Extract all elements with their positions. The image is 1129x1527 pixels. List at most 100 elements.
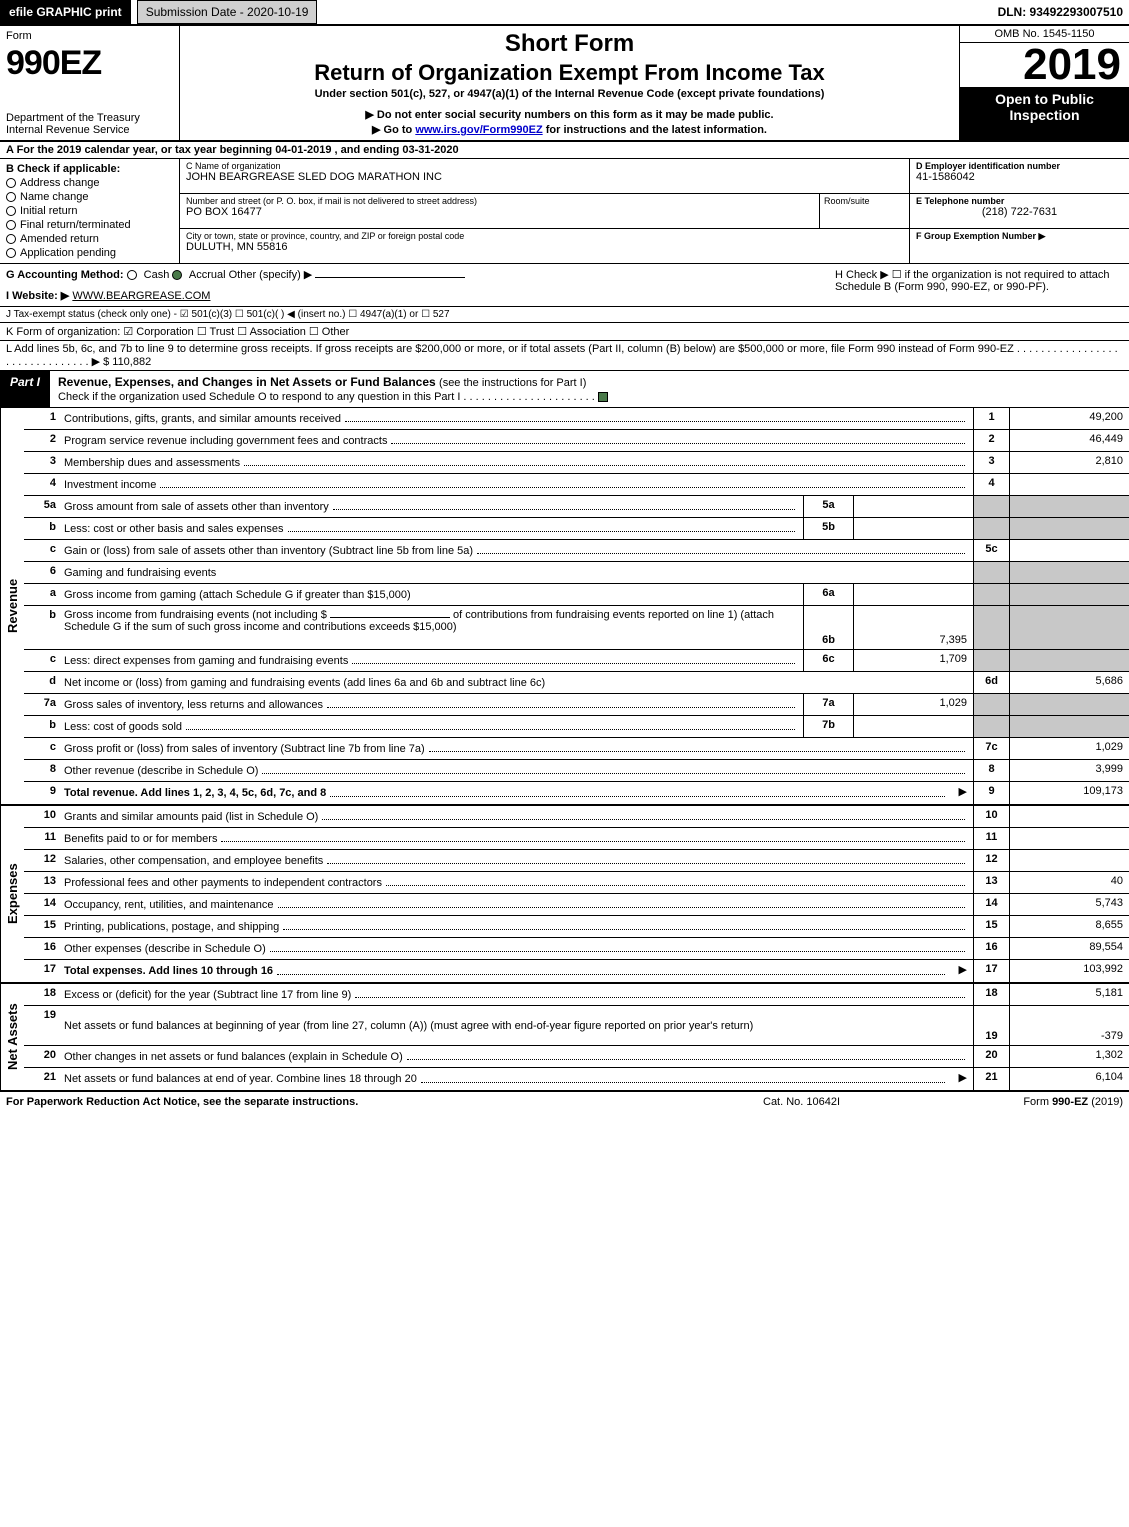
chk-schedule-o[interactable] [598, 392, 608, 402]
line-5a-subval [853, 496, 973, 517]
form-number: 990EZ [6, 44, 173, 83]
efile-print-button[interactable]: efile GRAPHIC print [0, 0, 131, 24]
line-6b-desc: Gross income from fundraising events (no… [60, 606, 803, 649]
chk-accrual[interactable] [172, 270, 182, 280]
row-g-h: G Accounting Method: Cash Accrual Other … [0, 264, 1129, 307]
line-7b-subval [853, 716, 973, 737]
page-footer: For Paperwork Reduction Act Notice, see … [0, 1092, 1129, 1112]
line-8-desc: Other revenue (describe in Schedule O) [60, 760, 973, 781]
line-16-val: 89,554 [1009, 938, 1129, 959]
col-c-org-info: C Name of organization JOHN BEARGREASE S… [180, 159, 909, 263]
part-1-header: Part I Revenue, Expenses, and Changes in… [0, 371, 1129, 408]
chk-final-return[interactable] [6, 220, 16, 230]
line-3-desc: Membership dues and assessments [60, 452, 973, 473]
line-6b-subval: 7,395 [853, 606, 973, 649]
col-b-checkboxes: B Check if applicable: Address change Na… [0, 159, 180, 263]
lbl-accrual: Accrual [189, 269, 226, 281]
dept-treasury: Department of the Treasury [6, 112, 173, 124]
line-6a-subno: 6a [803, 584, 853, 605]
city-value: DULUTH, MN 55816 [186, 241, 903, 253]
footer-cat-no: Cat. No. 10642I [763, 1096, 963, 1108]
line-6c-subno: 6c [803, 650, 853, 671]
irs-link[interactable]: www.irs.gov/Form990EZ [415, 124, 542, 136]
line-17-val: 103,992 [1009, 960, 1129, 982]
line-20-desc: Other changes in net assets or fund bala… [60, 1046, 973, 1067]
col-b-title: B Check if applicable: [6, 163, 120, 175]
chk-name-change[interactable] [6, 192, 16, 202]
chk-initial-return[interactable] [6, 206, 16, 216]
line-5b-subval [853, 518, 973, 539]
revenue-table: Revenue 1Contributions, gifts, grants, a… [0, 408, 1129, 806]
line-15-val: 8,655 [1009, 916, 1129, 937]
line-12-desc: Salaries, other compensation, and employ… [60, 850, 973, 871]
line-1-desc: Contributions, gifts, grants, and simila… [60, 408, 973, 429]
line-12-val [1009, 850, 1129, 871]
chk-cash[interactable] [127, 270, 137, 280]
line-9-val: 109,173 [1009, 782, 1129, 804]
line-10-val [1009, 806, 1129, 827]
line-11-desc: Benefits paid to or for members [60, 828, 973, 849]
line-21-val: 6,104 [1009, 1068, 1129, 1090]
lbl-cash: Cash [144, 269, 170, 281]
lbl-application-pending: Application pending [20, 247, 116, 259]
addr-value: PO BOX 16477 [186, 206, 819, 218]
line-14-val: 5,743 [1009, 894, 1129, 915]
expenses-section-label: Expenses [0, 806, 24, 982]
row-k-form-org: K Form of organization: ☑ Corporation ☐ … [0, 323, 1129, 341]
net-assets-section-label: Net Assets [0, 984, 24, 1090]
line-13-desc: Professional fees and other payments to … [60, 872, 973, 893]
submission-date-label: Submission Date - 2020-10-19 [137, 0, 318, 24]
line-6b-subno: 6b [803, 606, 853, 649]
line-7a-subval: 1,029 [853, 694, 973, 715]
line-6-desc: Gaming and fundraising events [60, 562, 973, 583]
line-6d-val: 5,686 [1009, 672, 1129, 693]
row-h-schedule-b: H Check ▶ ☐ if the organization is not r… [829, 264, 1129, 306]
chk-address-change[interactable] [6, 178, 16, 188]
website-value: WWW.BEARGREASE.COM [72, 290, 210, 302]
line-2-val: 46,449 [1009, 430, 1129, 451]
chk-amended-return[interactable] [6, 234, 16, 244]
line-9-desc: Total revenue. Add lines 1, 2, 3, 4, 5c,… [60, 782, 953, 804]
line-7a-subno: 7a [803, 694, 853, 715]
short-form-title: Short Form [188, 30, 951, 58]
expenses-table: Expenses 10Grants and similar amounts pa… [0, 806, 1129, 984]
phone-value: (218) 722-7631 [916, 206, 1123, 218]
chk-application-pending[interactable] [6, 248, 16, 258]
dept-irs: Internal Revenue Service [6, 124, 173, 136]
dln-label: DLN: 93492293007510 [998, 5, 1129, 19]
line-5a-subno: 5a [803, 496, 853, 517]
part-1-sub: (see the instructions for Part I) [439, 377, 586, 389]
line-19-val: -379 [1009, 1006, 1129, 1045]
form-header: Form 990EZ Department of the Treasury In… [0, 26, 1129, 142]
instr-suffix: for instructions and the latest informat… [543, 124, 767, 136]
city-label: City or town, state or province, country… [186, 231, 903, 241]
net-assets-table: Net Assets 18Excess or (deficit) for the… [0, 984, 1129, 1092]
open-public-inspection: Open to Public Inspection [960, 87, 1129, 140]
line-7b-subno: 7b [803, 716, 853, 737]
org-name: JOHN BEARGREASE SLED DOG MARATHON INC [186, 171, 903, 183]
line-21-desc: Net assets or fund balances at end of ye… [60, 1068, 953, 1090]
line-14-desc: Occupancy, rent, utilities, and maintena… [60, 894, 973, 915]
top-bar: efile GRAPHIC print Submission Date - 20… [0, 0, 1129, 26]
line-15-desc: Printing, publications, postage, and shi… [60, 916, 973, 937]
phone-label: E Telephone number [916, 196, 1123, 206]
org-name-label: C Name of organization [186, 161, 903, 171]
line-19-desc: Net assets or fund balances at beginning… [60, 1006, 973, 1045]
lbl-final-return: Final return/terminated [20, 219, 131, 231]
row-l-text: L Add lines 5b, 6c, and 7b to line 9 to … [6, 343, 1118, 368]
line-3-val: 2,810 [1009, 452, 1129, 473]
line-6a-desc: Gross income from gaming (attach Schedul… [60, 584, 803, 605]
other-specify-input[interactable] [315, 277, 465, 278]
part-1-check-text: Check if the organization used Schedule … [58, 391, 608, 403]
line-20-val: 1,302 [1009, 1046, 1129, 1067]
row-l-gross-receipts: L Add lines 5b, 6c, and 7b to line 9 to … [0, 341, 1129, 371]
line-10-desc: Grants and similar amounts paid (list in… [60, 806, 973, 827]
under-section: Under section 501(c), 527, or 4947(a)(1)… [188, 88, 951, 100]
line-7c-val: 1,029 [1009, 738, 1129, 759]
line-16-desc: Other expenses (describe in Schedule O) [60, 938, 973, 959]
line-7c-desc: Gross profit or (loss) from sales of inv… [60, 738, 973, 759]
instr-no-ssn: ▶ Do not enter social security numbers o… [188, 108, 951, 121]
row-a-tax-year: A For the 2019 calendar year, or tax yea… [0, 142, 1129, 159]
instr-goto: ▶ Go to www.irs.gov/Form990EZ for instru… [188, 123, 951, 136]
row-j-tax-exempt: J Tax-exempt status (check only one) - ☑… [0, 307, 1129, 323]
